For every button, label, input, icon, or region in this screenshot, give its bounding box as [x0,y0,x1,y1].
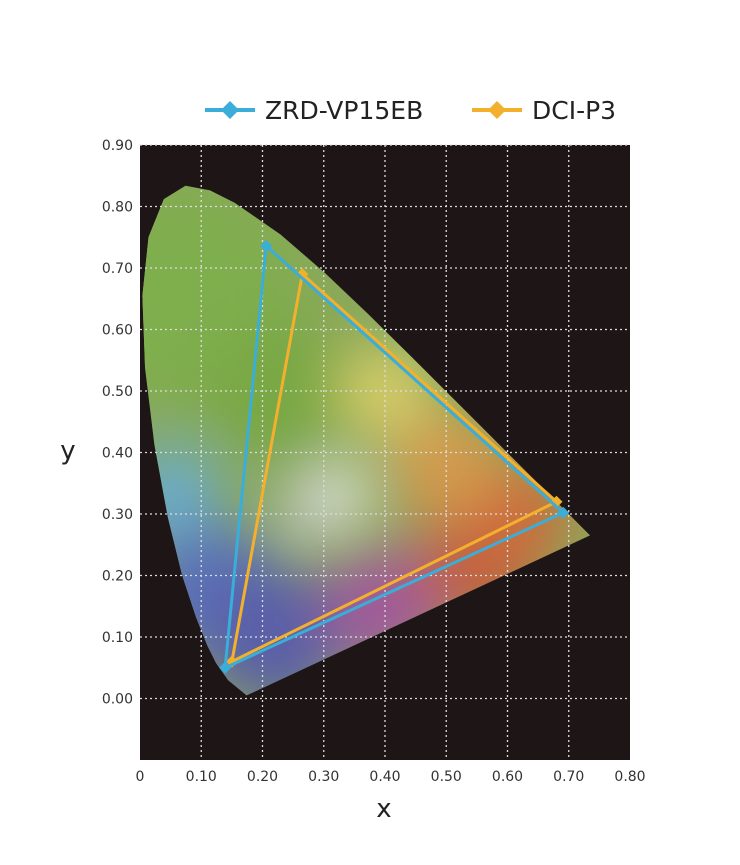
data-point-marker [219,661,232,674]
y-axis-label: y [60,436,75,466]
color-blob [391,409,502,520]
x-tick-label: 0.10 [186,769,217,785]
legend-label: ZRD-VP15EB [265,96,423,125]
y-tick-label: 0.50 [102,384,133,400]
y-tick-label: 0.40 [102,446,133,462]
y-tick-label: 0.10 [102,630,133,646]
y-tick-label: 0.00 [102,692,133,708]
x-tick-label: 0.20 [247,769,278,785]
x-tick-label: 0.30 [308,769,339,785]
grid-lines [140,144,630,760]
y-tick-label: 0.80 [102,200,133,216]
x-tick-label: 0.40 [369,769,400,785]
x-tick-label: 0.50 [431,769,462,785]
x-axis-label: x [376,794,391,824]
x-tick-label: 0.60 [492,769,523,785]
y-tick-label: 0.60 [102,323,133,339]
gamut-triangle [223,242,566,671]
y-tick-label: 0.30 [102,507,133,523]
y-tick-label: 0.90 [102,138,133,154]
gamut-triangle [229,271,560,665]
legend: ZRD-VP15EB DCI-P3 [205,96,616,125]
x-tick-label: 0.80 [614,769,645,785]
x-tick-label: 0.70 [553,769,584,785]
legend-diamond-icon [221,101,239,119]
x-tick-label: 0 [136,769,145,785]
data-point-marker [260,239,273,252]
y-tick-label: 0.70 [102,261,133,277]
y-tick-label: 0.20 [102,569,133,585]
color-blob [204,321,345,461]
data-point-marker [557,506,570,519]
legend-label: DCI-P3 [532,96,616,125]
legend-diamond-icon [488,101,506,119]
